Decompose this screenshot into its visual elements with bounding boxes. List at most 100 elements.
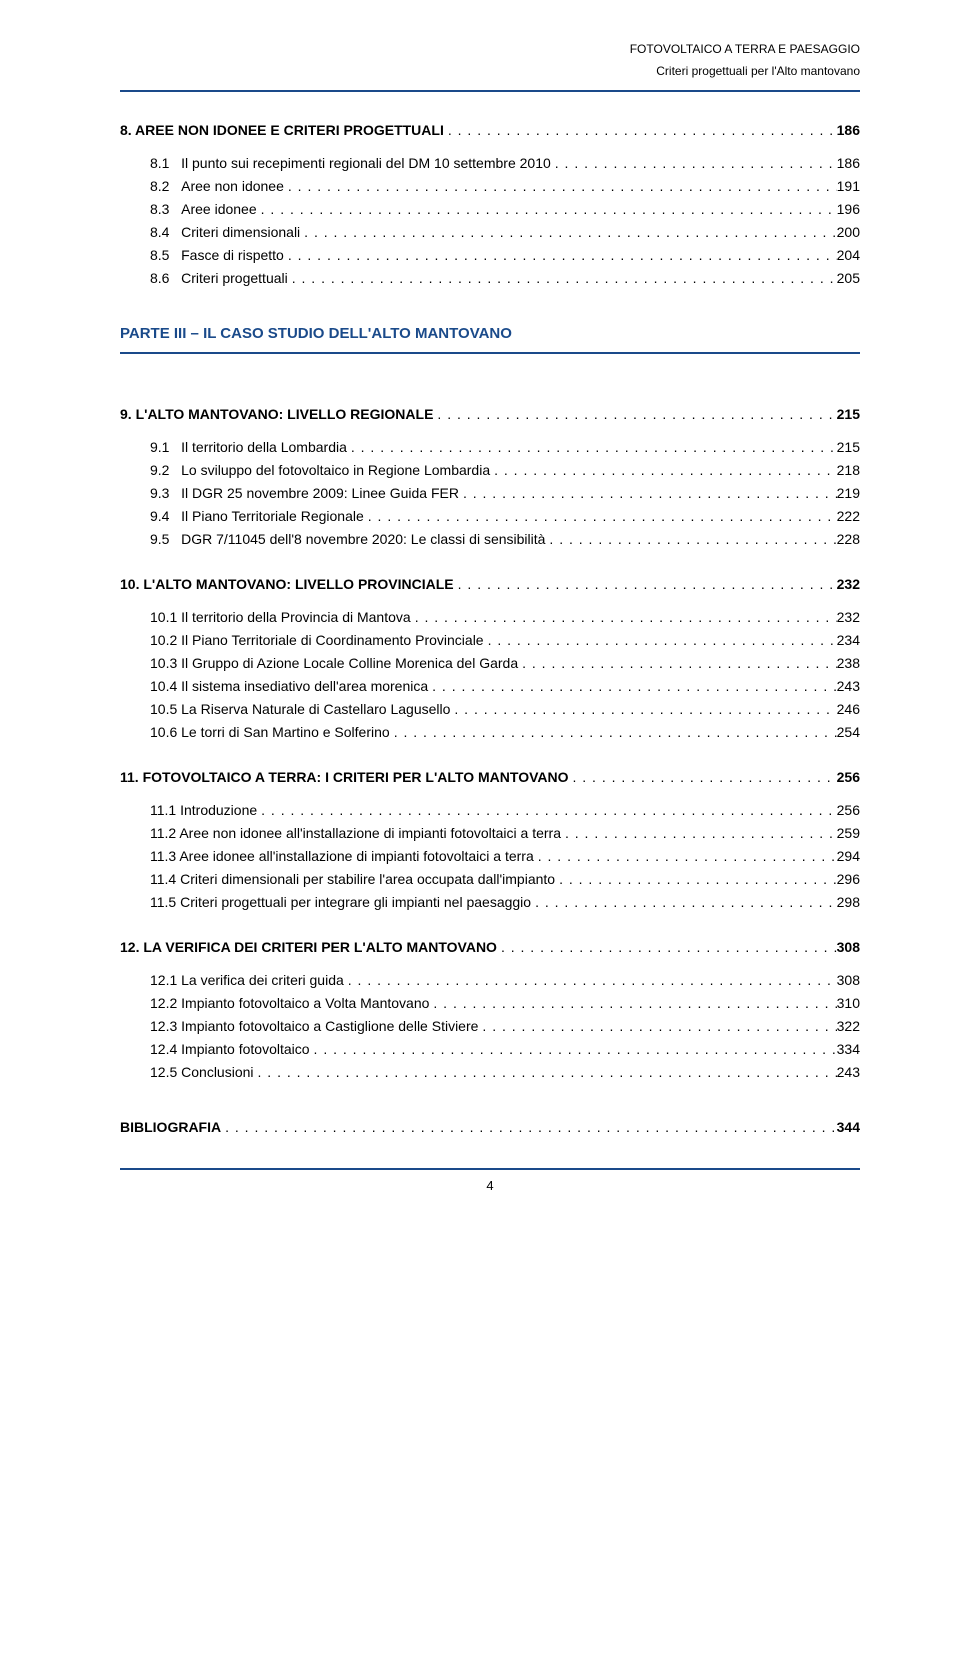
toc-label: 9.2 Lo sviluppo del fotovoltaico in Regi… <box>150 460 490 481</box>
toc-page: 308 <box>837 970 860 991</box>
toc-label: 12.1 La verifica dei criteri guida <box>150 970 344 991</box>
toc-page: 334 <box>837 1039 860 1060</box>
toc-leader: . . . . . . . . . . . . . . . . . . . . … <box>411 607 837 628</box>
toc-entry: 9.1 Il territorio della Lombardia . . . … <box>120 437 860 458</box>
toc-entry: 10.2 Il Piano Territoriale di Coordiname… <box>120 630 860 651</box>
toc-leader: . . . . . . . . . . . . . . . . . . . . … <box>221 1117 837 1138</box>
toc-label: 8.2 Aree non idonee <box>150 176 284 197</box>
page-number: 4 <box>120 1176 860 1196</box>
toc-leader: . . . . . . . . . . . . . . . . . . . . … <box>344 970 837 991</box>
toc-leader: . . . . . . . . . . . . . . . . . . . . … <box>433 404 836 425</box>
toc-entry: 8.5 Fasce di rispetto . . . . . . . . . … <box>120 245 860 266</box>
toc-label: 8.3 Aree idonee <box>150 199 257 220</box>
toc-label: 11.1 Introduzione <box>150 800 257 821</box>
toc-label: 10.6 Le torri di San Martino e Solferino <box>150 722 390 743</box>
toc-leader: . . . . . . . . . . . . . . . . . . . . … <box>454 574 837 595</box>
toc-leader: . . . . . . . . . . . . . . . . . . . . … <box>497 937 837 958</box>
toc-page: 191 <box>837 176 860 197</box>
toc-label: 12.2 Impianto fotovoltaico a Volta Manto… <box>150 993 429 1014</box>
toc-chapter: 10. L'ALTO MANTOVANO: LIVELLO PROVINCIAL… <box>120 574 860 595</box>
toc-gap <box>120 597 860 607</box>
toc-gap <box>120 1085 860 1117</box>
toc-entry: 8.3 Aree idonee . . . . . . . . . . . . … <box>120 199 860 220</box>
toc-label: 8.6 Criteri progettuali <box>150 268 288 289</box>
toc-entry: 10.3 Il Gruppo di Azione Locale Colline … <box>120 653 860 674</box>
toc-label: 11.5 Criteri progettuali per integrare g… <box>150 892 531 913</box>
toc-leader: . . . . . . . . . . . . . . . . . . . . … <box>450 699 836 720</box>
toc-label: 8.5 Fasce di rispetto <box>150 245 284 266</box>
toc-leader: . . . . . . . . . . . . . . . . . . . . … <box>459 483 837 504</box>
toc-chapter: 11. FOTOVOLTAICO A TERRA: I CRITERI PER … <box>120 767 860 788</box>
toc-page: 296 <box>837 869 860 890</box>
toc-page: 259 <box>837 823 860 844</box>
toc-entry: 10.1 Il territorio della Provincia di Ma… <box>120 607 860 628</box>
toc-page: 205 <box>837 268 860 289</box>
toc-page: 186 <box>837 153 860 174</box>
toc-label: 8.4 Criteri dimensionali <box>150 222 300 243</box>
toc-page: 322 <box>837 1016 860 1037</box>
toc-gap <box>120 552 860 574</box>
toc-page: 310 <box>837 993 860 1014</box>
toc-leader: . . . . . . . . . . . . . . . . . . . . … <box>428 676 836 697</box>
toc-label: 11. FOTOVOLTAICO A TERRA: I CRITERI PER … <box>120 767 569 788</box>
toc-gap <box>120 382 860 404</box>
toc-leader: . . . . . . . . . . . . . . . . . . . . … <box>551 153 837 174</box>
toc-leader: . . . . . . . . . . . . . . . . . . . . … <box>390 722 837 743</box>
toc-leader: . . . . . . . . . . . . . . . . . . . . … <box>257 800 836 821</box>
toc-page: 243 <box>837 676 860 697</box>
toc-page: 294 <box>837 846 860 867</box>
toc-page: 256 <box>837 800 860 821</box>
toc-chapter: 12. LA VERIFICA DEI CRITERI PER L'ALTO M… <box>120 937 860 958</box>
toc-page: 228 <box>837 529 860 550</box>
toc-gap <box>120 915 860 937</box>
toc-leader: . . . . . . . . . . . . . . . . . . . . … <box>545 529 836 550</box>
toc-label: 10.1 Il territorio della Provincia di Ma… <box>150 607 411 628</box>
toc-leader: . . . . . . . . . . . . . . . . . . . . … <box>254 1062 837 1083</box>
toc-entry: 9.2 Lo sviluppo del fotovoltaico in Regi… <box>120 460 860 481</box>
toc-entry: 8.6 Criteri progettuali . . . . . . . . … <box>120 268 860 289</box>
toc-label: 12.3 Impianto fotovoltaico a Castiglione… <box>150 1016 478 1037</box>
toc-leader: . . . . . . . . . . . . . . . . . . . . … <box>518 653 837 674</box>
toc-entry: 11.4 Criteri dimensionali per stabilire … <box>120 869 860 890</box>
toc-leader: . . . . . . . . . . . . . . . . . . . . … <box>478 1016 836 1037</box>
toc-leader: . . . . . . . . . . . . . . . . . . . . … <box>484 630 837 651</box>
table-of-contents: 8. AREE NON IDONEE E CRITERI PROGETTUALI… <box>120 120 860 1138</box>
toc-entry: 10.5 La Riserva Naturale di Castellaro L… <box>120 699 860 720</box>
toc-entry: 12.5 Conclusioni . . . . . . . . . . . .… <box>120 1062 860 1083</box>
toc-label: 10.4 Il sistema insediativo dell'area mo… <box>150 676 428 697</box>
toc-leader: . . . . . . . . . . . . . . . . . . . . … <box>555 869 837 890</box>
toc-page: 298 <box>837 892 860 913</box>
toc-entry: 12.1 La verifica dei criteri guida . . .… <box>120 970 860 991</box>
toc-entry: 11.5 Criteri progettuali per integrare g… <box>120 892 860 913</box>
toc-page: 256 <box>837 767 860 788</box>
toc-leader: . . . . . . . . . . . . . . . . . . . . … <box>284 176 837 197</box>
toc-entry: 11.2 Aree non idonee all'installazione d… <box>120 823 860 844</box>
toc-label: 12.5 Conclusioni <box>150 1062 254 1083</box>
toc-page: 215 <box>837 437 860 458</box>
toc-page: 232 <box>837 607 860 628</box>
toc-leader: . . . . . . . . . . . . . . . . . . . . … <box>561 823 837 844</box>
toc-gap <box>120 427 860 437</box>
toc-gap <box>120 790 860 800</box>
toc-leader: . . . . . . . . . . . . . . . . . . . . … <box>429 993 836 1014</box>
toc-leader: . . . . . . . . . . . . . . . . . . . . … <box>534 846 837 867</box>
toc-label: 8.1 Il punto sui recepimenti regionali d… <box>150 153 551 174</box>
toc-entry: 11.1 Introduzione . . . . . . . . . . . … <box>120 800 860 821</box>
toc-gap <box>120 745 860 767</box>
toc-entry: 9.4 Il Piano Territoriale Regionale . . … <box>120 506 860 527</box>
toc-entry: 9.5 DGR 7/11045 dell'8 novembre 2020: Le… <box>120 529 860 550</box>
toc-leader: . . . . . . . . . . . . . . . . . . . . … <box>288 268 837 289</box>
toc-leader: . . . . . . . . . . . . . . . . . . . . … <box>444 120 837 141</box>
toc-label: BIBLIOGRAFIA <box>120 1117 221 1138</box>
toc-page: 222 <box>837 506 860 527</box>
toc-chapter: 8. AREE NON IDONEE E CRITERI PROGETTUALI… <box>120 120 860 141</box>
toc-leader: . . . . . . . . . . . . . . . . . . . . … <box>310 1039 837 1060</box>
toc-label: 10.2 Il Piano Territoriale di Coordiname… <box>150 630 484 651</box>
toc-entry: 8.4 Criteri dimensionali . . . . . . . .… <box>120 222 860 243</box>
toc-label: 10.5 La Riserva Naturale di Castellaro L… <box>150 699 450 720</box>
toc-page: 200 <box>837 222 860 243</box>
toc-leader: . . . . . . . . . . . . . . . . . . . . … <box>569 767 837 788</box>
toc-page: 196 <box>837 199 860 220</box>
page-header: FOTOVOLTAICO A TERRA E PAESAGGIO Criteri… <box>120 40 860 80</box>
toc-leader: . . . . . . . . . . . . . . . . . . . . … <box>490 460 837 481</box>
